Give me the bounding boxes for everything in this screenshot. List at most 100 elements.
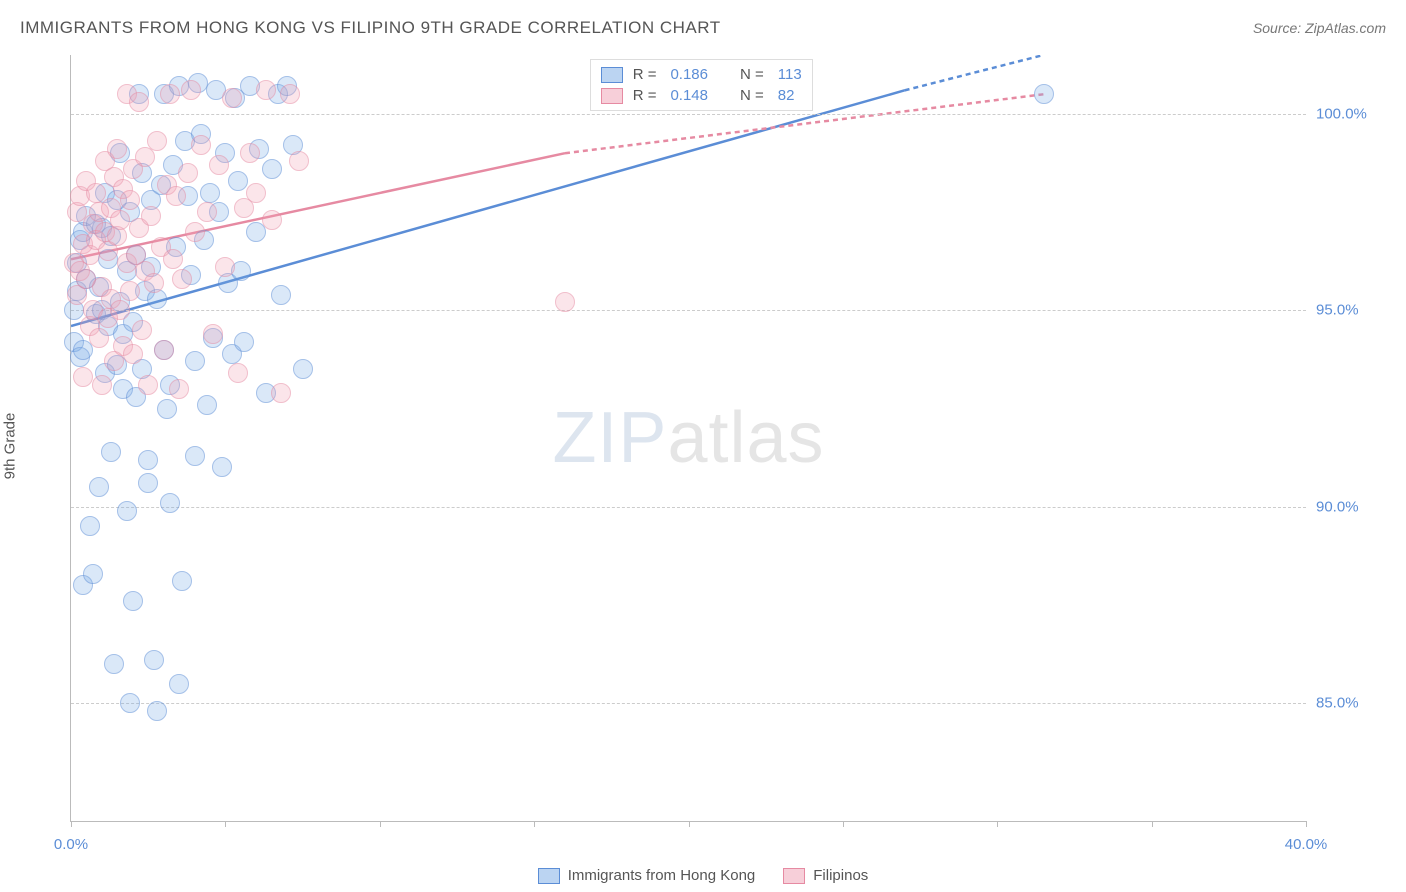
- n-value-2: 82: [778, 87, 795, 104]
- data-point: [123, 591, 143, 611]
- data-point: [144, 650, 164, 670]
- data-point: [293, 359, 313, 379]
- watermark-atlas: atlas: [667, 398, 824, 478]
- data-point: [110, 210, 130, 230]
- data-point: [166, 186, 186, 206]
- y-tick-label: 90.0%: [1316, 498, 1380, 515]
- data-point: [117, 501, 137, 521]
- data-point: [280, 84, 300, 104]
- data-point: [138, 375, 158, 395]
- gridline: [71, 310, 1306, 311]
- data-point: [185, 446, 205, 466]
- data-point: [129, 92, 149, 112]
- data-point: [123, 344, 143, 364]
- legend-label-1: Immigrants from Hong Kong: [568, 867, 756, 884]
- y-tick-label: 100.0%: [1316, 105, 1380, 122]
- legend-label-2: Filipinos: [813, 867, 868, 884]
- data-point: [120, 190, 140, 210]
- chart-title: IMMIGRANTS FROM HONG KONG VS FILIPINO 9T…: [20, 18, 721, 38]
- source-prefix: Source:: [1253, 20, 1305, 36]
- data-point: [107, 139, 127, 159]
- r-label-2: R =: [633, 87, 657, 104]
- data-point: [256, 80, 276, 100]
- data-point: [178, 163, 198, 183]
- n-label-1: N =: [740, 66, 764, 83]
- data-point: [228, 171, 248, 191]
- data-point: [185, 222, 205, 242]
- data-point: [234, 332, 254, 352]
- series-legend: Immigrants from Hong Kong Filipinos: [0, 867, 1406, 884]
- trend-lines: [71, 55, 1306, 821]
- x-tick: [689, 821, 690, 827]
- legend-swatch-1: [538, 868, 560, 884]
- data-point: [144, 273, 164, 293]
- data-point: [104, 654, 124, 674]
- data-point: [209, 155, 229, 175]
- gridline: [71, 114, 1306, 115]
- watermark: ZIPatlas: [552, 397, 824, 479]
- r-value-2: 0.148: [670, 87, 708, 104]
- source-attribution: Source: ZipAtlas.com: [1253, 20, 1386, 36]
- correlation-legend: R = 0.186 N = 113 R = 0.148 N = 82: [590, 59, 813, 111]
- x-tick: [1152, 821, 1153, 827]
- data-point: [197, 395, 217, 415]
- data-point: [120, 281, 140, 301]
- r-label-1: R =: [633, 66, 657, 83]
- data-point: [246, 183, 266, 203]
- y-tick-label: 85.0%: [1316, 695, 1380, 712]
- data-point: [172, 571, 192, 591]
- data-point: [110, 300, 130, 320]
- data-point: [1034, 84, 1054, 104]
- n-value-1: 113: [778, 66, 802, 83]
- data-point: [200, 183, 220, 203]
- data-point: [169, 379, 189, 399]
- data-point: [80, 516, 100, 536]
- legend-item-1: Immigrants from Hong Kong: [538, 867, 756, 884]
- data-point: [89, 328, 109, 348]
- data-point: [169, 674, 189, 694]
- x-tick: [71, 821, 72, 827]
- swatch-series1: [601, 67, 623, 83]
- data-point: [203, 324, 223, 344]
- x-tick: [843, 821, 844, 827]
- data-point: [163, 249, 183, 269]
- data-point: [181, 80, 201, 100]
- data-point: [262, 159, 282, 179]
- data-point: [141, 206, 161, 226]
- data-point: [271, 383, 291, 403]
- r-value-1: 0.186: [670, 66, 708, 83]
- data-point: [138, 450, 158, 470]
- x-tick-label: 40.0%: [1285, 836, 1328, 853]
- gridline: [71, 507, 1306, 508]
- data-point: [215, 257, 235, 277]
- data-point: [147, 131, 167, 151]
- legend-swatch-2: [783, 868, 805, 884]
- data-point: [271, 285, 291, 305]
- source-link[interactable]: ZipAtlas.com: [1305, 20, 1386, 36]
- data-point: [197, 202, 217, 222]
- data-point: [83, 564, 103, 584]
- watermark-zip: ZIP: [552, 398, 667, 478]
- data-point: [147, 701, 167, 721]
- x-tick-label: 0.0%: [54, 836, 88, 853]
- data-point: [101, 442, 121, 462]
- scatter-plot-area: ZIPatlas R = 0.186 N = 113 R = 0.148 N =…: [70, 55, 1306, 822]
- x-tick: [225, 821, 226, 827]
- x-tick: [1306, 821, 1307, 827]
- data-point: [172, 269, 192, 289]
- gridline: [71, 703, 1306, 704]
- data-point: [86, 183, 106, 203]
- data-point: [289, 151, 309, 171]
- data-point: [555, 292, 575, 312]
- legend-row-series2: R = 0.148 N = 82: [601, 85, 802, 106]
- data-point: [89, 477, 109, 497]
- data-point: [222, 88, 242, 108]
- legend-item-2: Filipinos: [783, 867, 868, 884]
- data-point: [185, 351, 205, 371]
- y-tick-label: 95.0%: [1316, 302, 1380, 319]
- data-point: [262, 210, 282, 230]
- x-tick: [997, 821, 998, 827]
- legend-row-series1: R = 0.186 N = 113: [601, 64, 802, 85]
- data-point: [73, 367, 93, 387]
- data-point: [212, 457, 232, 477]
